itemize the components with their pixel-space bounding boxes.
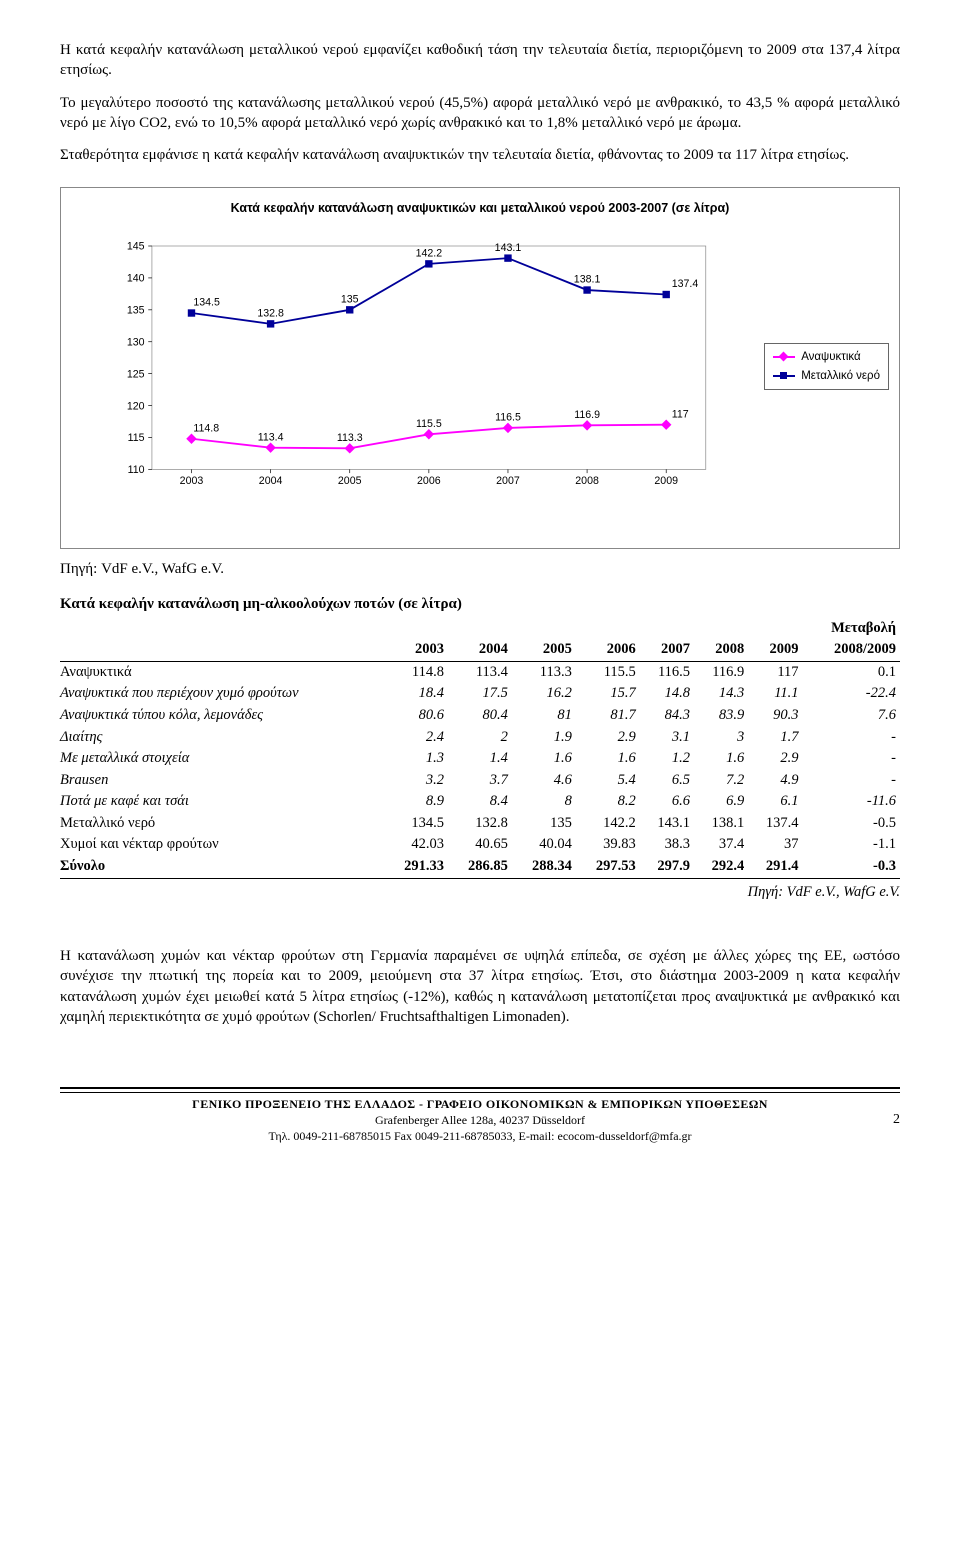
svg-text:113.4: 113.4 (258, 432, 284, 444)
svg-text:115.5: 115.5 (416, 418, 442, 430)
chart-title: Κατά κεφαλήν κατανάλωση αναψυκτικών και … (75, 200, 885, 217)
table-row: Με μεταλλικά στοιχεία1.31.41.61.61.21.62… (60, 748, 900, 770)
svg-text:130: 130 (127, 337, 145, 349)
svg-text:2009: 2009 (654, 475, 678, 487)
page-number: 2 (893, 1111, 900, 1130)
table-row: Αναψυκτικά114.8113.4113.3115.5116.5116.9… (60, 661, 900, 683)
svg-text:120: 120 (127, 401, 145, 413)
table-row: Αναψυκτικά τύπου κόλα, λεμονάδες80.680.4… (60, 705, 900, 727)
svg-text:116.9: 116.9 (574, 409, 600, 421)
svg-text:110: 110 (128, 464, 145, 476)
svg-text:143.1: 143.1 (495, 242, 522, 254)
table-row: Σύνολο291.33286.85288.34297.53297.9292.4… (60, 856, 900, 878)
footer-line3: Τηλ. 0049-211-68785015 Fax 0049-211-6878… (268, 1129, 691, 1143)
page-footer: ΓΕΝΙΚΟ ΠΡΟΞΕΝΕΙΟ ΤΗΣ ΕΛΛΑΔΟΣ - ΓΡΑΦΕΙΟ Ο… (60, 1087, 900, 1145)
svg-text:137.4: 137.4 (672, 278, 699, 290)
chart-legend: Αναψυκτικά Μεταλλικό νερό (764, 343, 889, 390)
svg-text:2005: 2005 (338, 475, 362, 487)
svg-text:2007: 2007 (496, 475, 520, 487)
paragraph-3: Σταθερότητα εμφάνισε η κατά κεφαλήν κατα… (60, 145, 900, 165)
table-row: Αναψυκτικά που περιέχουν χυμό φρούτων18.… (60, 683, 900, 705)
chart-plot: 110 115 120 125 130 135 140 145 2003 2004 2005 2006… (115, 236, 715, 496)
paragraph-2: Το μεγαλύτερο ποσοστό της κατανάλωσης με… (60, 93, 900, 134)
table-row: Brausen3.23.74.65.46.57.24.9- (60, 770, 900, 792)
footer-line1: ΓΕΝΙΚΟ ΠΡΟΞΕΝΕΙΟ ΤΗΣ ΕΛΛΑΔΟΣ - ΓΡΑΦΕΙΟ Ο… (192, 1097, 768, 1111)
chart-source: Πηγή: VdF e.V., WafG e.V. (60, 559, 900, 579)
legend-label: Αναψυκτικά (801, 348, 860, 366)
svg-text:2003: 2003 (180, 475, 204, 487)
legend-item: Αναψυκτικά (773, 348, 880, 366)
svg-text:135: 135 (341, 294, 359, 306)
svg-text:138.1: 138.1 (574, 274, 601, 286)
svg-text:2004: 2004 (259, 475, 283, 487)
svg-text:2006: 2006 (417, 475, 441, 487)
table-source: Πηγή: VdF e.V., WafG e.V. (60, 883, 900, 903)
paragraph-4: Η κατανάλωση χυμών και νέκταρ φρούτων στ… (60, 946, 900, 1027)
svg-text:142.2: 142.2 (416, 248, 443, 260)
table-row: Ποτά με καφέ και τσάι8.98.488.26.66.96.1… (60, 791, 900, 813)
footer-line2: Grafenberger Allee 128a, 40237 Düsseldor… (375, 1113, 585, 1127)
table-row: Χυμοί και νέκταρ φρούτων42.0340.6540.043… (60, 834, 900, 856)
svg-text:132.8: 132.8 (257, 308, 284, 320)
svg-text:117: 117 (672, 409, 689, 421)
svg-text:114.8: 114.8 (193, 423, 219, 435)
table-title: Κατά κεφαλήν κατανάλωση μη-αλκοολούχων π… (60, 594, 900, 614)
svg-text:116.5: 116.5 (495, 412, 521, 424)
paragraph-1: Η κατά κεφαλήν κατανάλωση μεταλλικού νερ… (60, 40, 900, 81)
legend-item: Μεταλλικό νερό (773, 367, 880, 385)
legend-label: Μεταλλικό νερό (801, 367, 880, 385)
data-table: Μεταβολή20032004200520062007200820092008… (60, 618, 900, 879)
svg-text:113.3: 113.3 (337, 432, 363, 444)
svg-text:135: 135 (127, 305, 145, 317)
chart-container: Κατά κεφαλήν κατανάλωση αναψυκτικών και … (60, 187, 900, 549)
svg-text:125: 125 (127, 369, 145, 381)
svg-text:145: 145 (127, 241, 145, 253)
svg-text:2008: 2008 (575, 475, 599, 487)
table-row: Μεταλλικό νερό134.5132.8135142.2143.1138… (60, 813, 900, 835)
table-row: Διαίτης2.421.92.93.131.7- (60, 727, 900, 749)
svg-text:140: 140 (127, 273, 145, 285)
svg-text:115: 115 (128, 432, 145, 444)
svg-text:134.5: 134.5 (193, 297, 220, 309)
